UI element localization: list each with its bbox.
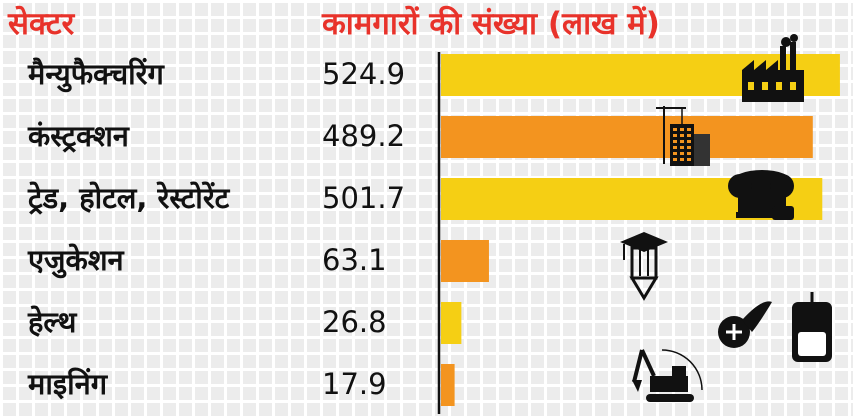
category-label: मैन्युफैक्चरिंग xyxy=(28,57,164,91)
medical-hand-iv-icon xyxy=(718,292,832,362)
sector-header: सेक्टर xyxy=(8,6,75,42)
value-label: 63.1 xyxy=(322,243,387,277)
category-label: ट्रेड, होटल, रेस्टोरेंट xyxy=(28,181,230,215)
category-label: हेल्थ xyxy=(28,305,77,339)
excavator-icon xyxy=(632,349,703,402)
value-label: 489.2 xyxy=(322,119,406,153)
category-label: एजुकेशन xyxy=(28,243,124,277)
value-label: 17.9 xyxy=(322,367,387,401)
chef-hat-icon xyxy=(728,170,794,220)
factory-icon xyxy=(742,34,804,102)
chart-row: माइनिंग 17.9 xyxy=(0,354,853,416)
graduation-pencil-icon xyxy=(620,232,668,301)
worker-count-header: कामगारों की संख्या (लाख में) xyxy=(322,6,660,42)
bar xyxy=(441,364,455,406)
value-label: 524.9 xyxy=(322,57,406,91)
chart-row: ट्रेड, होटल, रेस्टोरेंट 501.7 xyxy=(0,168,853,230)
chart-row: एजुकेशन 63.1 xyxy=(0,230,853,292)
value-label: 501.7 xyxy=(322,181,406,215)
category-label: माइनिंग xyxy=(28,367,108,401)
category-label: कंस्ट्रक्शन xyxy=(28,119,129,153)
bar xyxy=(441,116,813,158)
chart-row: कंस्ट्रक्शन 489.2 xyxy=(0,106,853,168)
bar xyxy=(441,240,489,282)
value-label: 26.8 xyxy=(322,305,387,339)
building-crane-icon xyxy=(656,106,710,166)
bar xyxy=(441,302,462,344)
chart-row: मैन्युफैक्चरिंग 524.9 xyxy=(0,44,853,106)
chart-row: हेल्थ 26.8 xyxy=(0,292,853,354)
